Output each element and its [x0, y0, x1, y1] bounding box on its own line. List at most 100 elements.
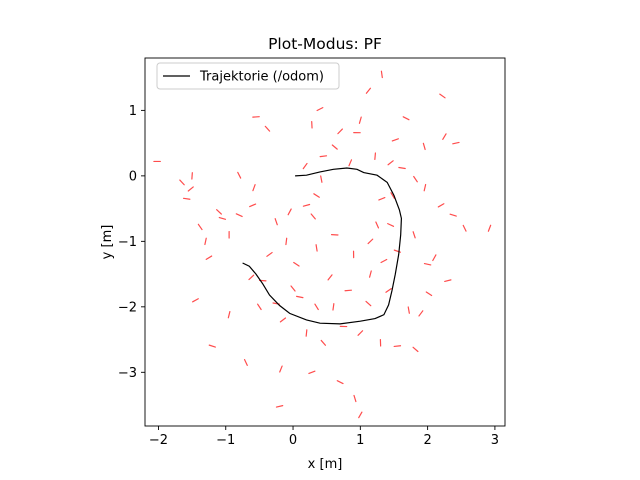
particle-marker: [197, 223, 203, 231]
particle-marker: [393, 345, 402, 348]
particle-marker: [332, 303, 335, 311]
particle-marker: [353, 394, 357, 403]
particle-marker: [348, 159, 353, 167]
x-axis: −2 −1 0 1 2 3: [149, 426, 499, 448]
particle-marker: [423, 262, 432, 266]
particle-marker: [235, 213, 243, 218]
particle-marker: [452, 141, 460, 145]
particle-marker: [337, 128, 343, 135]
y-tick-label: −3: [118, 366, 137, 381]
particle-marker: [187, 186, 194, 192]
particle-marker: [437, 203, 445, 208]
particle-marker: [425, 291, 433, 297]
particle-marker: [412, 346, 419, 353]
y-tick-label: −1: [118, 235, 137, 250]
particle-marker: [365, 300, 372, 307]
particle-marker: [398, 166, 406, 170]
particle-marker: [344, 289, 353, 292]
particle-marker: [179, 179, 185, 186]
particle-marker: [422, 142, 426, 151]
particle-marker: [205, 255, 213, 260]
particle-marker: [462, 224, 467, 232]
particle-marker: [308, 370, 316, 375]
particle-marker: [407, 306, 410, 314]
particle-marker: [327, 274, 333, 281]
particle-marker: [368, 270, 372, 278]
particle-marker: [290, 285, 296, 292]
particle-marker: [385, 288, 392, 293]
y-axis: 1 0 −1 −2 −3: [118, 104, 145, 381]
y-tick-label: 0: [129, 169, 137, 184]
particle-marker: [432, 254, 437, 262]
particle-marker: [390, 192, 395, 199]
particle-marker: [252, 184, 256, 192]
particle-marker: [391, 138, 399, 142]
particle-marker: [208, 344, 216, 348]
particle-marker: [375, 221, 380, 229]
particle-marker: [357, 330, 364, 336]
y-axis-label: y [m]: [100, 225, 115, 260]
particle-marker: [449, 213, 457, 217]
y-tick-label: −2: [118, 300, 137, 315]
particle-marker: [316, 107, 324, 112]
particle-marker: [439, 93, 446, 99]
particle-marker: [216, 209, 222, 215]
particle-marker: [487, 224, 492, 232]
particle-marker: [275, 405, 284, 408]
particle-marker: [257, 303, 262, 311]
particle-marker: [296, 295, 304, 299]
particle-cloud: [153, 70, 492, 419]
particle-marker: [237, 171, 242, 179]
chart-title: Plot-Modus: PF: [268, 35, 382, 53]
particle-marker: [320, 339, 327, 346]
particle-marker: [442, 133, 447, 140]
x-tick-label: 1: [356, 433, 364, 448]
particle-marker: [279, 365, 283, 373]
particle-marker: [380, 70, 383, 79]
particle-marker: [264, 125, 271, 132]
particle-marker: [204, 237, 207, 246]
particle-marker: [387, 223, 395, 227]
x-tick-label: −1: [216, 433, 235, 448]
particle-marker: [305, 329, 308, 337]
particle-marker: [314, 303, 319, 311]
particle-marker: [423, 183, 427, 192]
particle-marker: [320, 175, 323, 183]
particle-marker: [315, 244, 318, 252]
y-tick-label: 1: [129, 104, 137, 119]
particle-marker: [310, 213, 316, 220]
x-tick-label: 3: [491, 433, 499, 448]
particle-marker: [358, 411, 363, 419]
particle-marker: [380, 258, 388, 264]
particle-marker: [249, 203, 257, 208]
particle-marker: [218, 216, 227, 220]
particle-marker: [266, 251, 273, 257]
particle-marker: [285, 237, 288, 246]
legend-box: [156, 62, 340, 90]
particle-marker: [227, 310, 231, 319]
particle-marker: [274, 218, 278, 226]
particle-marker: [412, 231, 416, 239]
particle-marker: [243, 358, 248, 366]
particle-marker: [302, 162, 308, 170]
particle-marker: [302, 203, 311, 207]
particle-marker: [358, 116, 362, 124]
legend: Trajektorie (/odom): [156, 62, 340, 90]
x-axis-label: x [m]: [308, 457, 343, 472]
particle-marker: [374, 152, 377, 161]
particle-marker: [367, 238, 374, 245]
particle-marker: [313, 193, 320, 198]
trajectory-line: [242, 167, 403, 325]
particle-marker: [279, 317, 287, 323]
plot-frame: [144, 57, 506, 427]
particle-marker: [248, 274, 255, 281]
particle-marker: [182, 197, 191, 200]
trajectory-layer: [242, 167, 403, 325]
particle-marker: [365, 87, 372, 94]
particle-marker: [192, 298, 199, 303]
particle-marker: [319, 155, 328, 158]
particle-marker: [336, 380, 344, 385]
particle-marker: [387, 160, 394, 166]
x-tick-label: 2: [423, 433, 431, 448]
